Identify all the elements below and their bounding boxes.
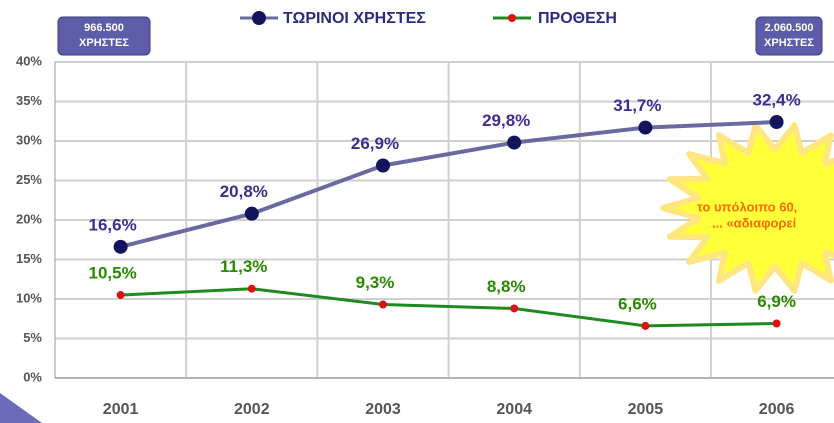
- y-tick-label: 10%: [16, 290, 42, 305]
- corner-decoration: [0, 393, 42, 423]
- y-tick-label: 15%: [16, 251, 42, 266]
- x-tick-label: 2006: [759, 401, 795, 418]
- data-point: [773, 319, 781, 327]
- data-label: 31,7%: [613, 96, 661, 115]
- data-point: [376, 158, 390, 172]
- data-label: 10,5%: [88, 264, 136, 283]
- x-tick-label: 2005: [628, 401, 664, 418]
- x-tick-label: 2001: [103, 401, 139, 418]
- y-tick-label: 5%: [23, 330, 42, 345]
- data-label: 16,6%: [88, 215, 136, 234]
- y-tick-label: 20%: [16, 211, 42, 226]
- y-tick-label: 0%: [23, 369, 42, 384]
- data-label: 29,8%: [482, 111, 530, 130]
- data-point: [248, 285, 256, 293]
- data-label: 6,9%: [757, 292, 796, 311]
- x-tick-label: 2004: [496, 401, 532, 418]
- y-tick-label: 25%: [16, 172, 42, 187]
- legend-marker: [508, 14, 516, 22]
- y-tick-label: 40%: [16, 53, 42, 68]
- data-point: [245, 207, 259, 221]
- data-label: 32,4%: [752, 91, 800, 110]
- chart: 0% 5% 10% 15% 20% 25% 30% 35% 40% 2001 2002 2003 200…: [0, 0, 834, 423]
- legend-marker: [252, 11, 266, 25]
- data-label: 8,8%: [487, 277, 526, 296]
- y-tick-label: 35%: [16, 93, 42, 108]
- data-point: [641, 322, 649, 330]
- users-box-text: ΧΡΗΣΤΕΣ: [764, 37, 814, 49]
- data-label: 11,3%: [220, 257, 267, 276]
- data-point: [379, 301, 387, 309]
- data-point: [770, 115, 784, 129]
- data-point: [114, 240, 128, 254]
- data-label: 9,3%: [356, 273, 395, 292]
- legend-label: ΤΩΡΙΝΟΙ ΧΡΗΣΤΕΣ: [283, 10, 426, 27]
- data-label: 20,8%: [220, 182, 268, 201]
- x-tick-label: 2002: [234, 401, 270, 418]
- x-tick-label: 2003: [365, 401, 401, 418]
- y-tick-label: 30%: [16, 132, 42, 147]
- users-box-text: 2.060.500: [765, 22, 814, 34]
- callout-text: το υπόλοιπο 60,: [697, 199, 797, 214]
- users-box-text: ΧΡΗΣΤΕΣ: [79, 37, 129, 49]
- data-point: [510, 304, 518, 312]
- page: {"chart_data": {"type": "line", "categor…: [0, 0, 834, 423]
- callout-text: ... «αδιαφορεί: [712, 215, 797, 230]
- users-box-text: 966.500: [84, 22, 124, 34]
- data-point: [117, 291, 125, 299]
- data-point: [638, 121, 652, 135]
- data-point: [507, 136, 521, 150]
- data-label: 26,9%: [351, 134, 399, 153]
- data-label: 6,6%: [618, 294, 657, 313]
- legend-label: ΠΡΟΘΕΣΗ: [538, 10, 617, 27]
